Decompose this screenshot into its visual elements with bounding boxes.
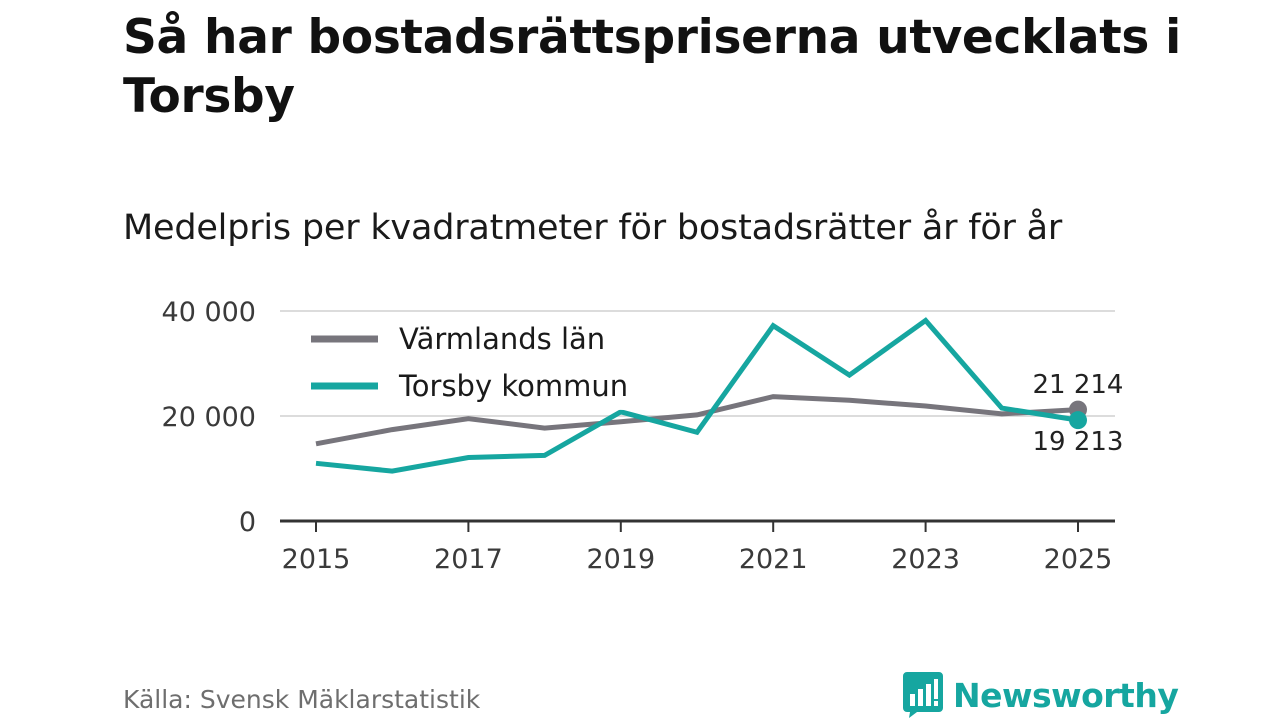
x-tick-label: 2015 <box>282 544 351 575</box>
x-tick-label: 2017 <box>434 544 503 575</box>
torsby-end-label: 19 213 <box>1033 427 1124 457</box>
x-tick-label: 2025 <box>1044 544 1113 575</box>
chart-title: Så har bostadsrättspriserna utvecklats i… <box>123 10 1181 124</box>
x-tick-label: 2023 <box>891 544 960 575</box>
legend-box <box>296 314 646 410</box>
y-tick-label: 0 <box>239 507 256 538</box>
newsworthy-logo-icon <box>903 672 943 718</box>
source-note: Källa: Svensk Mäklarstatistik <box>123 685 481 714</box>
varmland-series-line <box>315 394 1079 447</box>
chart-subtitle: Medelpris per kvadratmeter för bostadsrä… <box>123 208 1063 248</box>
brand-name: Newsworthy <box>953 675 1179 715</box>
y-tick-label: 20 000 <box>162 402 256 433</box>
y-tick-label: 40 000 <box>162 297 256 328</box>
torsby-end-point <box>1069 411 1087 430</box>
legend-varmland-label: Värmlands län <box>399 322 605 356</box>
legend-torsby-label: Torsby kommun <box>398 369 628 403</box>
x-tick-label: 2021 <box>739 544 808 575</box>
brand-logo: Newsworthy <box>903 672 1179 718</box>
x-tick-label: 2019 <box>586 544 655 575</box>
torsby-series-line <box>315 317 1079 474</box>
varmland-end-label: 21 214 <box>1033 370 1124 400</box>
